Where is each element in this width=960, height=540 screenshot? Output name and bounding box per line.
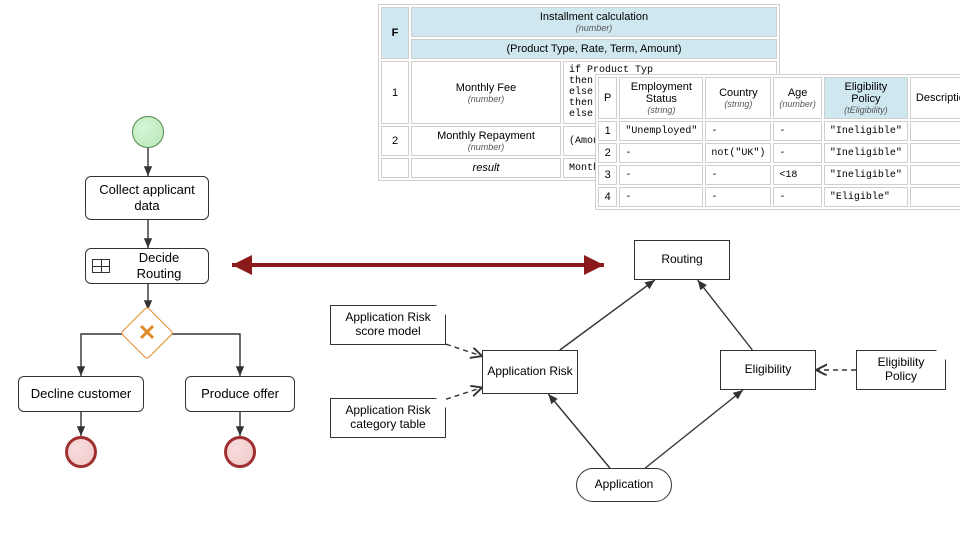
business-rule-icon: [92, 259, 110, 273]
bpmn-end-event-left: [65, 436, 97, 468]
drd-node-eligibility: Eligibility: [720, 350, 816, 390]
bpmn-exclusive-gateway: ✕: [120, 306, 174, 360]
bpmn-task-decline: Decline customer: [18, 376, 144, 412]
drd-node-riskScore: Application Risk score model: [330, 305, 446, 345]
task-label: Decline customer: [31, 386, 131, 402]
bpmn-start-event: [132, 116, 164, 148]
eligibility-decision-table: PEmployment Status(string)Country(string…: [595, 74, 960, 210]
bpmn-task-offer: Produce offer: [185, 376, 295, 412]
drd-node-application: Application: [576, 468, 672, 502]
gateway-x-icon: ✕: [138, 322, 156, 344]
drd-node-routing: Routing: [634, 240, 730, 280]
task-label: Collect applicant data: [92, 182, 202, 213]
bpmn-task-collect: Collect applicant data: [85, 176, 209, 220]
task-label: Produce offer: [201, 386, 279, 402]
task-label: Decide Routing: [116, 250, 202, 281]
drd-node-riskCat: Application Risk category table: [330, 398, 446, 438]
bpmn-end-event-right: [224, 436, 256, 468]
drd-node-appRisk: Application Risk: [482, 350, 578, 394]
drd-node-eligPolicy: Eligibility Policy: [856, 350, 946, 390]
bpmn-task-routing: Decide Routing: [85, 248, 209, 284]
